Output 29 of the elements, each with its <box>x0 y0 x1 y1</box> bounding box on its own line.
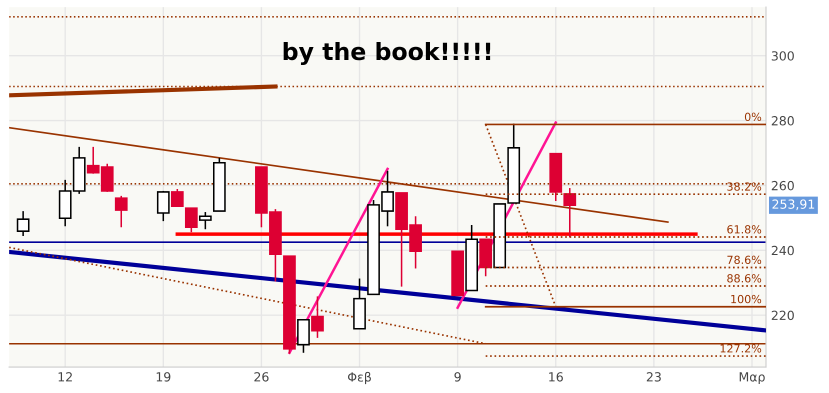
x-tick-label: 23 <box>646 372 661 382</box>
x-tick-label: 16 <box>549 372 563 382</box>
candlestick <box>170 188 184 207</box>
x-tick-label: 19 <box>156 372 170 382</box>
y-tick-label: 260 <box>772 180 794 190</box>
series-label: 100% <box>731 294 762 304</box>
x-tick-label: Μαρ <box>740 372 765 384</box>
series-label: 61.8% <box>727 225 762 234</box>
y-tick-label: 280 <box>772 116 794 126</box>
candlestick <box>311 296 324 339</box>
candlestick <box>563 187 576 238</box>
y-tick-label: 220 <box>772 310 794 320</box>
text: 253,91 <box>772 199 814 210</box>
series-label: 88.6% <box>727 274 762 283</box>
candlestick <box>198 211 212 230</box>
x-tick-label: Φεβ <box>348 372 371 384</box>
candlestick <box>114 195 128 228</box>
series-label: 127.2% <box>720 344 762 353</box>
y-tick-label: 240 <box>772 246 794 256</box>
series-label: 0% <box>744 112 762 122</box>
y-tick-label: 300 <box>772 51 794 61</box>
series-label: 78.6% <box>727 256 762 264</box>
candlestick <box>156 190 170 222</box>
candlestick <box>16 210 30 237</box>
text: by the book!!!!! <box>284 42 490 66</box>
x-tick-label: 26 <box>254 372 269 382</box>
x-tick-label: 12 <box>58 372 72 382</box>
x-tick-label: 9 <box>454 372 461 382</box>
candlestick <box>184 207 198 233</box>
